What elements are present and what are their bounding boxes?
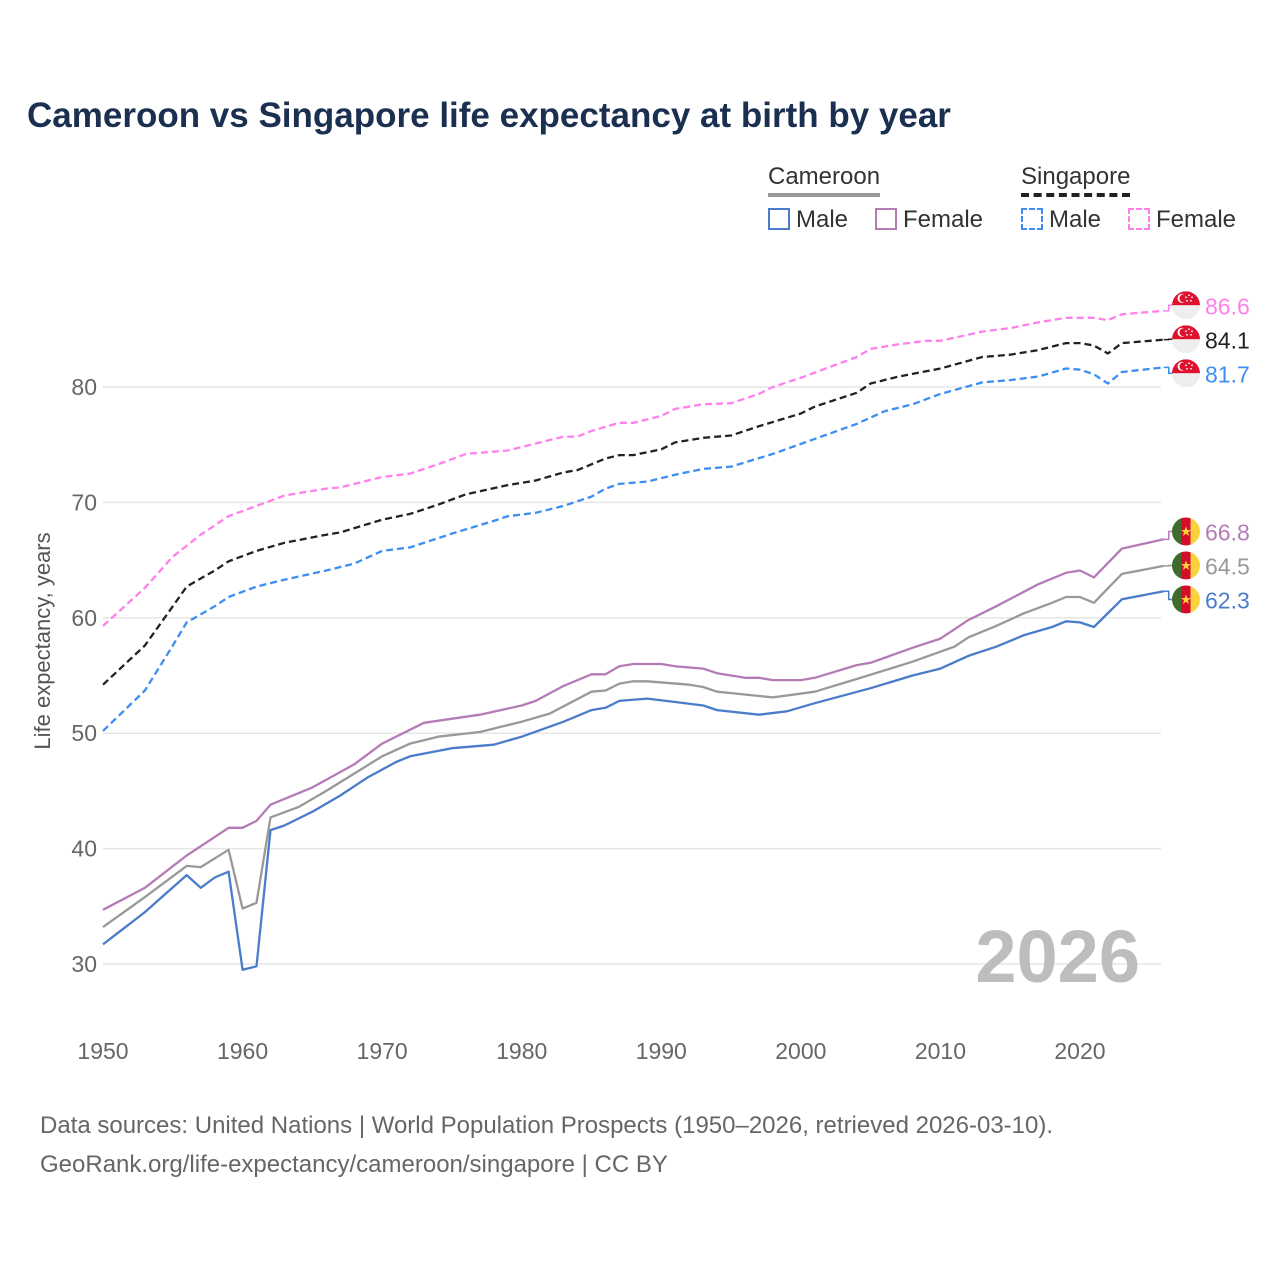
y-tick-label: 80 bbox=[71, 374, 97, 400]
x-tick-label: 2010 bbox=[915, 1038, 966, 1064]
legend-item-singapore-female: Female bbox=[1128, 206, 1236, 234]
legend-label: Male bbox=[796, 206, 849, 233]
legend-swatch bbox=[1128, 208, 1150, 230]
cameroon-flag-icon bbox=[1172, 585, 1200, 614]
label-connector bbox=[1163, 530, 1174, 541]
series-line-cameroon-female bbox=[102, 538, 1164, 911]
series-line-singapore-male bbox=[102, 366, 1164, 732]
series-line-singapore bbox=[102, 338, 1164, 686]
series-line-cameroon bbox=[102, 564, 1164, 929]
legend-swatch bbox=[875, 208, 897, 230]
x-tick-label: 2020 bbox=[1054, 1038, 1105, 1064]
cameroon-flag-icon bbox=[1172, 551, 1200, 580]
year-watermark: 2026 bbox=[975, 915, 1140, 998]
legend-group-singapore: Singapore bbox=[1021, 163, 1131, 197]
source-link[interactable]: GeoRank.org/life-expectancy/cameroon/sin… bbox=[40, 1151, 668, 1178]
legend-item-cameroon-male: Male bbox=[768, 206, 848, 234]
end-value-label: 62.3 bbox=[1205, 587, 1250, 613]
legend-item-cameroon-female: Female bbox=[875, 206, 983, 234]
y-tick-label: 30 bbox=[71, 951, 97, 977]
footer: Data sources: United Nations | World Pop… bbox=[40, 1106, 1053, 1184]
x-tick-label: 1950 bbox=[77, 1038, 128, 1064]
legend-label: Male bbox=[1049, 206, 1102, 233]
legend-label: Female bbox=[1156, 206, 1237, 233]
label-connector bbox=[1163, 590, 1174, 601]
legend-item-singapore-male: Male bbox=[1021, 206, 1101, 234]
end-value-label: 84.1 bbox=[1205, 327, 1250, 353]
label-connector bbox=[1163, 304, 1174, 312]
legend-label: Female bbox=[903, 206, 984, 233]
source-text: Data sources: United Nations | World Pop… bbox=[40, 1112, 1054, 1139]
end-value-label: 86.6 bbox=[1205, 293, 1250, 319]
end-value-label: 66.8 bbox=[1205, 519, 1250, 545]
singapore-flag-icon bbox=[1172, 291, 1200, 320]
x-tick-label: 1960 bbox=[217, 1038, 268, 1064]
legend-swatch bbox=[1021, 208, 1043, 230]
cameroon-flag-icon bbox=[1172, 517, 1200, 546]
legend-group-cameroon: Cameroon bbox=[768, 163, 881, 197]
legend-swatch bbox=[768, 208, 790, 230]
y-tick-label: 70 bbox=[71, 489, 97, 515]
series-line-singapore-female bbox=[102, 309, 1164, 627]
y-tick-label: 40 bbox=[71, 836, 97, 862]
y-tick-label: 50 bbox=[71, 720, 97, 746]
chart-title: Cameroon vs Singapore life expectancy at… bbox=[27, 96, 951, 135]
x-tick-label: 1970 bbox=[357, 1038, 408, 1064]
x-tick-label: 2000 bbox=[775, 1038, 826, 1064]
singapore-flag-icon bbox=[1172, 359, 1200, 388]
x-tick-label: 1980 bbox=[496, 1038, 547, 1064]
singapore-flag-icon bbox=[1172, 325, 1200, 354]
x-tick-label: 1990 bbox=[636, 1038, 687, 1064]
end-value-label: 64.5 bbox=[1205, 553, 1250, 579]
label-connector bbox=[1163, 366, 1174, 375]
end-value-label: 81.7 bbox=[1205, 361, 1250, 387]
y-tick-label: 60 bbox=[71, 605, 97, 631]
y-axis-label: Life expectancy, years bbox=[30, 532, 55, 749]
series-line-cameroon-male bbox=[102, 590, 1164, 971]
